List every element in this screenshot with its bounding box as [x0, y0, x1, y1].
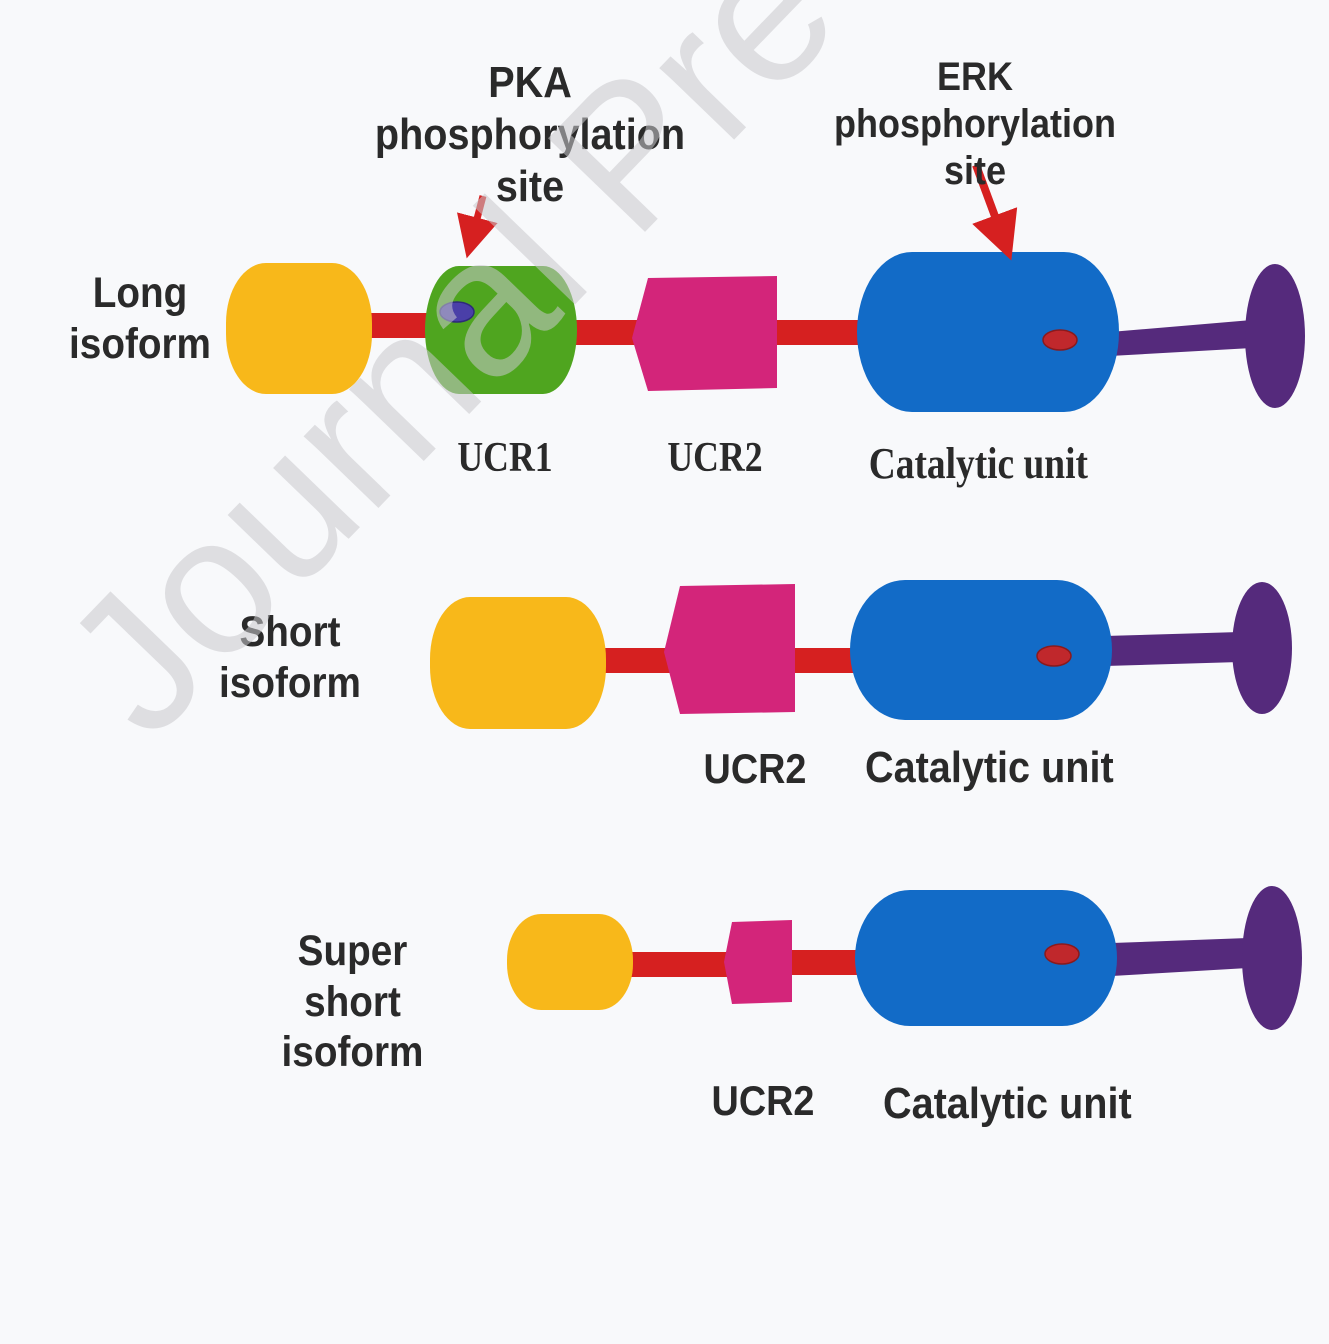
long-isoform-label: Long isoform: [69, 269, 211, 368]
short-catalytic-label: Catalytic unit: [865, 743, 1114, 792]
long-ucr2-domain: [632, 276, 777, 391]
super-erk-phosphorylation-dot: [1044, 943, 1080, 965]
long-linker-2: [570, 320, 645, 345]
long-ucr2-label: UCR2: [667, 435, 763, 481]
short-linker-1: [600, 648, 670, 673]
super-short-isoform-diagram: [507, 886, 1302, 1030]
long-erk-phosphorylation-dot: [1042, 329, 1078, 351]
long-c-terminal-cap: [1245, 264, 1305, 408]
super-catalytic-domain: [855, 890, 1117, 1026]
pka-arrow: [457, 195, 498, 259]
super-ucr2-domain: [724, 920, 792, 1004]
erk-site-label: ERK phosphorylation site: [833, 55, 1116, 194]
super-c-terminal-stem: [1112, 938, 1248, 976]
short-c-terminal-stem: [1105, 632, 1240, 666]
super-n-terminal-domain: [507, 914, 633, 1010]
super-short-isoform-label: Super short isoform: [281, 927, 424, 1077]
long-c-terminal-stem: [1110, 320, 1252, 356]
short-erk-phosphorylation-dot: [1036, 645, 1072, 667]
super-linker-1: [630, 952, 730, 977]
short-n-terminal-domain: [430, 597, 606, 729]
short-isoform-label: Short isoform: [219, 608, 361, 707]
long-linker-3: [772, 320, 864, 345]
long-n-terminal-domain: [226, 263, 372, 394]
short-catalytic-domain: [850, 580, 1112, 720]
short-linker-2: [792, 648, 854, 673]
long-catalytic-domain: [857, 252, 1119, 412]
super-c-terminal-cap: [1242, 886, 1302, 1030]
pka-site-label: PKA phosphorylation site: [374, 58, 686, 211]
long-isoform-diagram: [226, 163, 1305, 412]
short-isoform-diagram: [430, 580, 1292, 729]
short-c-terminal-cap: [1232, 582, 1292, 714]
long-ucr1-domain: [425, 266, 577, 394]
long-catalytic-label: Catalytic unit: [868, 439, 1088, 488]
erk-arrow: [972, 163, 1018, 261]
ucr1-label: UCR1: [457, 435, 553, 481]
long-linker-1: [365, 313, 435, 338]
short-ucr2-domain: [664, 584, 795, 714]
short-ucr2-label: UCR2: [703, 745, 807, 792]
super-ucr2-label: UCR2: [711, 1077, 815, 1124]
super-linker-2: [790, 950, 860, 975]
pka-phosphorylation-dot: [439, 301, 475, 323]
super-catalytic-label: Catalytic unit: [883, 1079, 1132, 1128]
